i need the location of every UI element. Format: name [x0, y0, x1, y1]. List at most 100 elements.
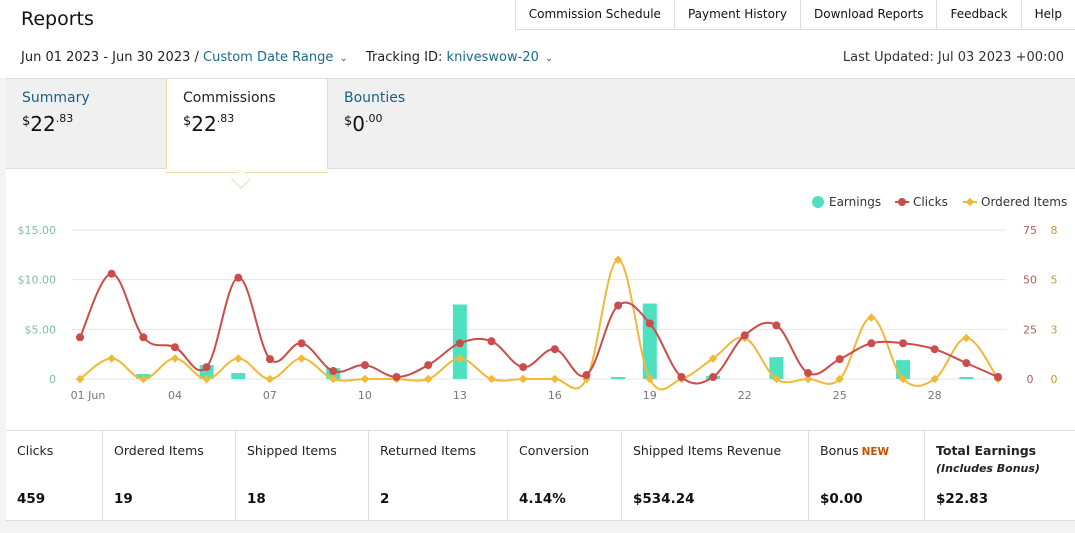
stat-value: 4.14%: [519, 491, 566, 507]
stat-label: Ordered Items: [114, 443, 204, 458]
tab-bounties-label: Bounties: [344, 90, 406, 106]
stat-sublabel: (Includes Bonus): [936, 462, 1040, 475]
clicks-point: [139, 333, 148, 342]
clicks-point: [899, 339, 908, 348]
stat-clicks: Clicks 459: [6, 431, 103, 520]
stat-bonus: Bonus NEW $0.00: [809, 431, 925, 520]
ordered-items-point: [423, 374, 433, 384]
date-range: Jun 01 2023 - Jun 30 2023: [21, 50, 191, 65]
tab-summary[interactable]: Summary $22.83: [6, 79, 166, 170]
tab-bounties[interactable]: Bounties $0.00: [328, 79, 488, 170]
download-reports-link[interactable]: Download Reports: [799, 0, 937, 30]
clicks-point: [740, 331, 749, 340]
ordered-items-point: [867, 313, 876, 322]
stat-ordered-items: Ordered Items 19: [103, 431, 236, 520]
tracking-id-dropdown[interactable]: kniveswow-20 ⌄: [447, 50, 554, 65]
x-tick-label: 01 Jun: [71, 389, 106, 402]
ordered-items-point: [930, 374, 939, 384]
clicks-axis-tick: 50: [1023, 274, 1037, 287]
ordered-axis-tick: 0: [1051, 373, 1058, 386]
payment-history-link[interactable]: Payment History: [673, 0, 800, 30]
stat-value: $534.24: [633, 491, 695, 507]
x-tick-label: 22: [738, 389, 752, 402]
last-updated: Last Updated: Jul 03 2023 +00:00: [842, 50, 1064, 65]
top-links: Commission Schedule Payment History Down…: [514, 0, 1075, 30]
ordered-axis-tick: 5: [1051, 274, 1058, 287]
tab-bounties-amount: $0.00: [344, 112, 383, 136]
stat-shipped-revenue: Shipped Items Revenue $534.24: [622, 431, 809, 520]
ordered-items-point: [297, 354, 306, 363]
clicks-point: [234, 273, 243, 282]
ordered-items-point: [234, 354, 243, 363]
ordered-items-point: [898, 374, 908, 384]
earnings-bar: [231, 373, 246, 379]
ordered-items-point: [75, 374, 85, 384]
ordered-items-point: [962, 333, 971, 343]
page-title: Reports: [21, 8, 94, 30]
earnings-axis-tick: $5.00: [25, 323, 57, 336]
clicks-point: [107, 269, 116, 278]
ordered-items-point: [455, 354, 465, 363]
stat-label: Bonus NEW: [820, 443, 890, 458]
clicks-point: [930, 345, 939, 354]
clicks-point: [392, 373, 401, 382]
legend-earnings-swatch: [812, 196, 824, 208]
ordered-items-point: [107, 354, 116, 363]
stat-label: Returned Items: [380, 443, 477, 458]
stat-label: Clicks: [17, 443, 54, 458]
tracking-label: Tracking ID:: [365, 50, 443, 65]
ordered-items-point: [835, 374, 844, 384]
clicks-point: [582, 371, 591, 380]
tab-summary-amount: $22.83: [22, 112, 74, 136]
chevron-down-icon: ⌄: [339, 53, 348, 64]
tab-commissions[interactable]: Commissions $22.83: [166, 79, 328, 174]
stat-value: 2: [380, 491, 390, 507]
clicks-axis-tick: 0: [1027, 373, 1034, 386]
clicks-point: [76, 333, 84, 342]
earnings-axis-tick: $10.00: [18, 274, 57, 287]
stat-total-earnings: Total Earnings (Includes Bonus) $22.83: [925, 431, 1075, 520]
ordered-axis-tick: 8: [1051, 224, 1058, 237]
commission-schedule-link[interactable]: Commission Schedule: [514, 0, 674, 30]
stat-label: Total Earnings: [936, 443, 1037, 458]
tracking-id-value: kniveswow-20: [446, 50, 539, 65]
clicks-point: [677, 373, 686, 382]
feedback-link[interactable]: Feedback: [936, 0, 1021, 30]
clicks-point: [772, 321, 781, 330]
tab-summary-label: Summary: [22, 90, 90, 106]
ordered-items-point: [360, 374, 370, 384]
ordered-items-point: [645, 374, 655, 384]
clicks-point: [202, 363, 211, 372]
top-bar: Reports Commission Schedule Payment Hist…: [0, 0, 1075, 78]
earnings-bar: [769, 357, 784, 379]
new-badge: NEW: [861, 446, 890, 458]
clicks-point: [550, 345, 559, 354]
filter-row: Jun 01 2023 - Jun 30 2023 / Custom Date …: [21, 50, 553, 65]
stat-conversion: Conversion 4.14%: [508, 431, 622, 520]
earnings-chart: $15.00 $10.00 $5.00 0 75 50 25 0 8 5 3 0 01 Jun 04 07 1…: [18, 195, 1068, 402]
clicks-point: [614, 301, 623, 310]
clicks-point: [962, 359, 971, 368]
custom-date-range-label: Custom Date Range: [203, 50, 334, 65]
legend-ordered-swatch: [965, 197, 975, 207]
clicks-point: [265, 355, 274, 364]
clicks-point: [804, 369, 813, 378]
tab-commissions-label: Commissions: [183, 90, 276, 106]
custom-date-range-dropdown[interactable]: Custom Date Range ⌄: [203, 50, 348, 65]
ordered-items-point: [487, 374, 496, 384]
clicks-point: [519, 363, 528, 372]
stat-value: $22.83: [936, 491, 989, 507]
ordered-items-point: [139, 374, 148, 384]
clicks-axis-tick: 25: [1023, 323, 1037, 336]
x-tick-label: 19: [643, 389, 657, 402]
stat-label: Shipped Items: [247, 443, 337, 458]
clicks-point: [994, 373, 1002, 382]
help-link[interactable]: Help: [1020, 0, 1075, 30]
ordered-items-point: [202, 374, 211, 384]
clicks-point: [867, 339, 876, 348]
x-tick-label: 04: [168, 389, 182, 402]
chart-panel: $15.00 $10.00 $5.00 0 75 50 25 0 8 5 3 0 01 Jun 04 07 1…: [6, 169, 1075, 430]
clicks-axis-tick: 75: [1023, 224, 1037, 237]
chevron-down-icon: ⌄: [544, 53, 554, 64]
clicks-point: [835, 355, 844, 364]
